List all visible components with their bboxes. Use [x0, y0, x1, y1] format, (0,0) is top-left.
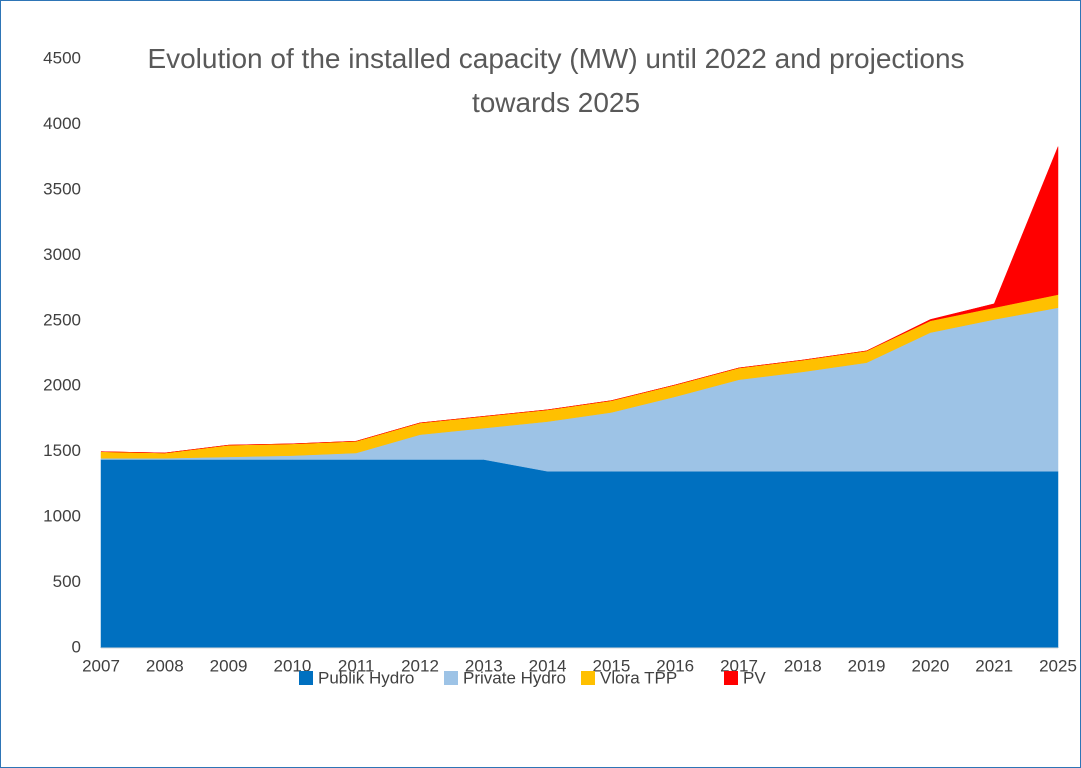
x-tick-label: 2013	[465, 656, 503, 675]
legend-swatch	[581, 671, 595, 685]
legend-swatch	[299, 671, 313, 685]
x-tick-label: 2017	[720, 656, 758, 675]
x-tick-label: 2012	[401, 656, 439, 675]
y-tick-label: 3000	[43, 245, 81, 264]
x-tick-label: 2019	[848, 656, 886, 675]
y-tick-label: 4500	[43, 48, 81, 67]
legend-label: Publik Hydro	[318, 668, 414, 687]
y-tick-label: 4000	[43, 114, 81, 133]
legend-swatch	[724, 671, 738, 685]
x-tick-label: 2016	[656, 656, 694, 675]
y-tick-label: 2500	[43, 310, 81, 329]
x-tick-label: 2011	[338, 656, 375, 675]
y-tick-label: 1000	[43, 507, 81, 526]
x-tick-label: 2025	[1039, 656, 1077, 675]
x-tick-label: 2009	[210, 656, 248, 675]
legend-swatch	[444, 671, 458, 685]
legend-label: Private Hydro	[463, 668, 566, 687]
y-tick-label: 2000	[43, 376, 81, 395]
x-tick-label: 2021	[975, 656, 1013, 675]
x-tick-label: 2020	[911, 656, 949, 675]
y-tick-label: 0	[72, 637, 81, 656]
legend-label: PV	[743, 668, 766, 687]
y-tick-label: 1500	[43, 441, 81, 460]
x-tick-label: 2014	[529, 656, 567, 675]
y-tick-label: 500	[53, 572, 81, 591]
area	[100, 459, 1059, 649]
x-tick-label: 2008	[146, 656, 184, 675]
x-tick-label: 2010	[273, 656, 311, 675]
y-tick-label: 3500	[43, 179, 81, 198]
x-tick-label: 2018	[784, 656, 822, 675]
x-tick-label: 2007	[82, 656, 120, 675]
area	[100, 146, 1059, 454]
chart-title: Evolution of the installed capacity (MW)…	[147, 43, 965, 118]
legend-label: Vlora TPP	[600, 668, 677, 687]
x-tick-label: 2015	[592, 656, 630, 675]
